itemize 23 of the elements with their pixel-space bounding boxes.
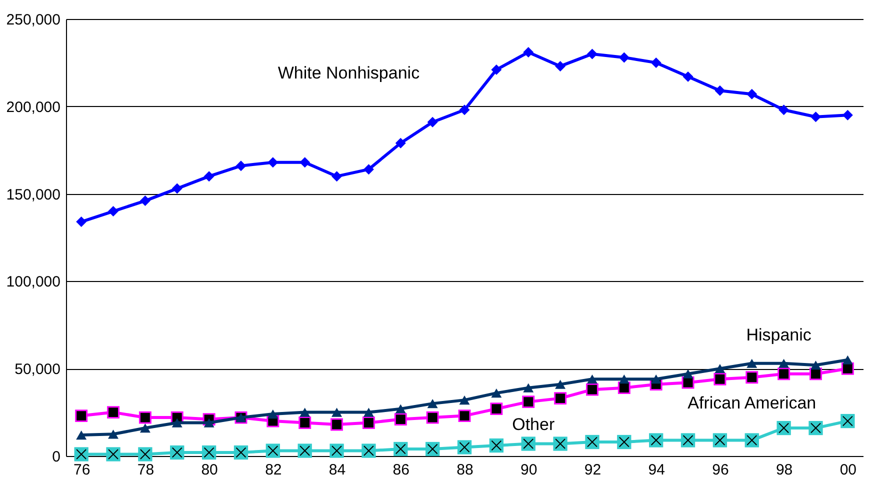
y-tick-label: 150,000 [6,186,60,204]
x-tick-label: 86 [392,462,410,478]
x-tick-label: 90 [520,462,538,478]
y-tick-label: 0 [52,448,60,466]
x-tick-label: 98 [776,462,793,478]
x-tick-label: 94 [648,462,665,478]
y-tick-label: 100,000 [6,274,60,291]
text: White Nonhispanic [278,63,420,82]
x-tick-label: 96 [712,462,729,478]
x-tick-label: 00 [840,462,857,478]
x-tick-label: 82 [265,462,282,478]
x-tick-label: 80 [201,462,218,478]
x-tick-label: 78 [137,462,154,478]
series-label: Other [512,414,555,434]
x-tick-label: 92 [584,462,602,478]
x-tick-label: 88 [456,462,474,478]
y-tick-label: 200,000 [6,98,60,116]
y-tick-label: 250,000 [6,12,60,28]
x-tick-label: 76 [73,462,90,478]
series-label: Hispanic [746,325,812,344]
x-tick-label: 84 [328,462,346,478]
y-tick-label: 50,000 [14,361,60,378]
series-label: African American [688,393,816,412]
